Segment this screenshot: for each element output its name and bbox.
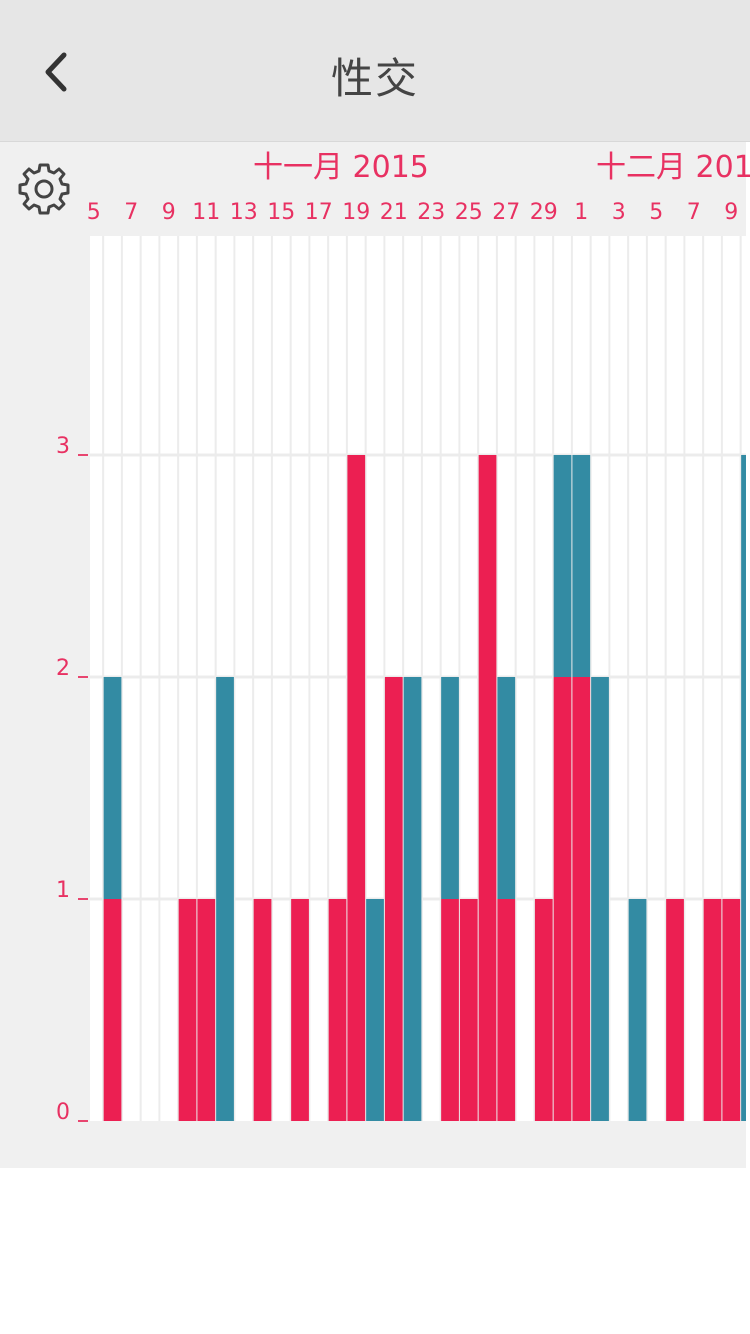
bars-group <box>103 455 746 1121</box>
bar-segment-red <box>291 899 309 1121</box>
page-title: 性交 <box>330 54 419 103</box>
bar-segment-red <box>384 677 403 1121</box>
bar-segment-teal <box>591 677 609 1121</box>
x-tick-label: 27 <box>492 200 520 225</box>
x-tick-label: 9 <box>724 200 738 225</box>
bar-segment-teal <box>103 677 122 899</box>
x-tick-label: 23 <box>417 200 445 225</box>
settings-button[interactable] <box>18 163 70 215</box>
y-tick-label: 3 <box>56 434 70 459</box>
month-label: 十二月 201 <box>596 150 750 185</box>
x-tick-label: 17 <box>305 200 333 225</box>
x-tick-label: 13 <box>230 200 258 225</box>
bar-segment-red <box>328 899 347 1121</box>
bar-segment-teal <box>216 677 234 1121</box>
x-tick-label: 21 <box>380 200 408 225</box>
bar-segment-red <box>553 677 572 1121</box>
header-bar: 性交 <box>0 0 750 142</box>
bar-segment-teal <box>628 899 647 1121</box>
bar-segment-red <box>722 899 741 1121</box>
back-button[interactable] <box>30 42 80 102</box>
month-label: 十一月 2015 <box>253 150 429 185</box>
bar-segment-red <box>534 899 553 1121</box>
bar-segment-teal <box>572 455 591 677</box>
x-tick-label: 7 <box>124 200 138 225</box>
x-tick-label: 29 <box>530 200 558 225</box>
x-tick-label: 25 <box>455 200 483 225</box>
bar-segment-red <box>572 677 591 1121</box>
bar-segment-red <box>103 899 122 1121</box>
chevron-left-icon <box>45 52 67 92</box>
bar-segment-red <box>441 899 459 1121</box>
x-tick-label: 11 <box>192 200 220 225</box>
bar-segment-red <box>178 899 197 1121</box>
x-tick-label: 19 <box>342 200 370 225</box>
x-tick-label: 9 <box>162 200 176 225</box>
bar-segment-red <box>197 899 216 1121</box>
bottom-blank <box>0 1168 750 1334</box>
y-tick-label: 2 <box>56 656 70 681</box>
bar-segment-red <box>253 899 272 1121</box>
bar-segment-red <box>478 455 497 1121</box>
bar-segment-red <box>666 899 684 1121</box>
gear-icon <box>18 163 70 215</box>
x-tick-label: 3 <box>612 200 626 225</box>
bar-segment-red <box>497 899 516 1121</box>
bar-segment-red <box>459 899 478 1121</box>
bar-segment-teal <box>366 899 384 1121</box>
x-tick-label: 7 <box>687 200 701 225</box>
y-tick-label: 1 <box>56 878 70 903</box>
bar-segment-red <box>347 455 366 1121</box>
x-tick-label: 15 <box>267 200 295 225</box>
bar-segment-teal <box>497 677 516 899</box>
y-tick-label: 0 <box>56 1100 70 1125</box>
bar-segment-teal <box>441 677 459 899</box>
bar-segment-teal <box>553 455 572 677</box>
bar-segment-teal <box>403 677 422 1121</box>
x-tick-label: 5 <box>87 200 101 225</box>
x-tick-label: 1 <box>574 200 588 225</box>
bar-segment-teal <box>741 455 746 1121</box>
bar-segment-red <box>703 899 722 1121</box>
label-edge-mask <box>70 195 88 227</box>
x-tick-label: 5 <box>649 200 663 225</box>
